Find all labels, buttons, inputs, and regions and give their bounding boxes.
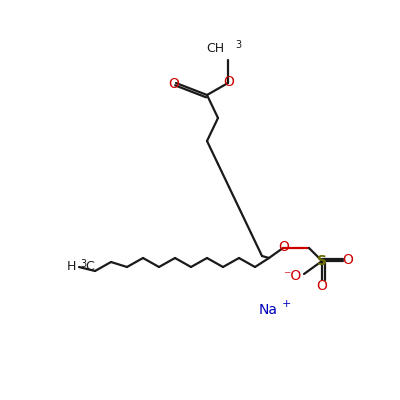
Text: ⁻O: ⁻O (283, 269, 301, 283)
Text: O: O (278, 240, 290, 254)
Text: O: O (224, 75, 234, 89)
Text: C: C (86, 260, 94, 274)
Text: Na: Na (258, 303, 278, 317)
Text: O: O (342, 253, 354, 267)
Text: +: + (281, 299, 291, 309)
Text: CH: CH (206, 42, 224, 54)
Text: S: S (317, 254, 327, 268)
Text: 3: 3 (235, 40, 241, 50)
Text: O: O (316, 279, 328, 293)
Text: 3: 3 (80, 259, 86, 269)
Text: O: O (168, 77, 180, 91)
Text: H: H (67, 260, 76, 274)
